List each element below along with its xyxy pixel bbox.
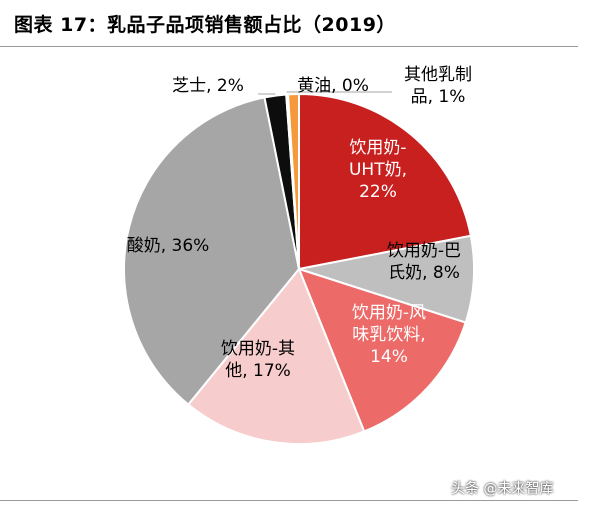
slice-label-line: 他, 17% [225,361,291,381]
slice-label-line: 饮用奶-巴 [387,241,461,261]
slice-label: 饮用奶-UHT奶, 22% [349,138,407,202]
slice-label-line: 22% [359,182,397,202]
pie-slice [286,92,300,270]
slice-label-line: 饮用奶-风 [352,303,426,323]
pie-slice [297,267,467,433]
slice-label-line: UHT奶, [349,160,407,180]
slice-label: 饮用奶-其他, 17% [221,339,295,381]
slice-label-line: 氏奶, 8% [388,263,460,283]
slice-label: 酸奶, 36% [127,236,210,256]
bottom-divider [0,500,578,501]
slice-label-line: 芝士, 2% [172,76,244,96]
pie-slice [123,96,301,406]
slice-label: 饮用奶-风味乳饮料, 14% [352,303,426,367]
slice-label: 芝士, 2% [172,76,244,96]
pie-slice [298,92,472,271]
slice-label-line: 饮用奶-其 [221,339,295,359]
slice-label-line: 其他乳制 [404,65,472,85]
slice-label-line: 14% [370,347,408,367]
chart-title: 图表 17：乳品子品项销售额占比（2019） [14,14,396,36]
pie-slice [186,267,366,445]
slice-label: 饮用奶-巴氏奶, 8% [387,241,461,283]
title-divider [0,46,578,47]
slice-label-line: 黄油, 0% [297,76,369,96]
slice-label: 其他乳制品, 1% [404,65,472,107]
slice-label: 黄油, 0% [297,76,369,96]
slice-label-line: 酸奶, 36% [127,236,210,256]
slice-label-line: 饮用奶- [349,138,406,158]
slice-label-line: 味乳饮料, [352,325,425,345]
slice-label-line: 品, 1% [411,87,466,107]
watermark: 头条 @未来智库 [451,481,554,497]
